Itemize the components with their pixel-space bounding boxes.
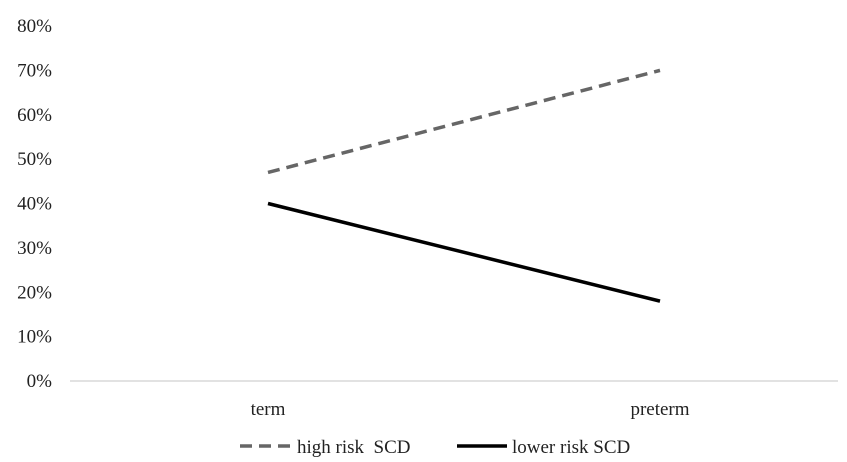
series-line-lower-risk-scd	[268, 204, 660, 302]
y-tick-label: 30%	[17, 238, 52, 259]
y-tick-label: 50%	[17, 149, 52, 170]
y-tick-label: 0%	[27, 371, 53, 392]
y-tick-label: 10%	[17, 327, 52, 348]
y-tick-label: 20%	[17, 282, 52, 303]
series-layer	[268, 70, 660, 301]
y-tick-label: 60%	[17, 105, 52, 126]
legend: high risk SCD lower risk SCD	[240, 437, 630, 457]
x-tick-label: term	[251, 399, 286, 420]
legend-label: lower risk SCD	[512, 437, 630, 457]
x-tick-label: preterm	[630, 399, 689, 420]
y-tick-label: 80%	[17, 16, 52, 37]
x-axis-ticks: term preterm	[251, 399, 690, 420]
y-axis-ticks: 0% 10% 20% 30% 40% 50% 60% 70% 80%	[17, 16, 52, 392]
series-line-high-risk-scd	[268, 70, 660, 172]
legend-label: high risk SCD	[297, 437, 411, 457]
y-tick-label: 40%	[17, 194, 52, 215]
legend-item: high risk SCD	[240, 437, 411, 457]
y-tick-label: 70%	[17, 60, 52, 81]
legend-item: lower risk SCD	[457, 437, 630, 457]
